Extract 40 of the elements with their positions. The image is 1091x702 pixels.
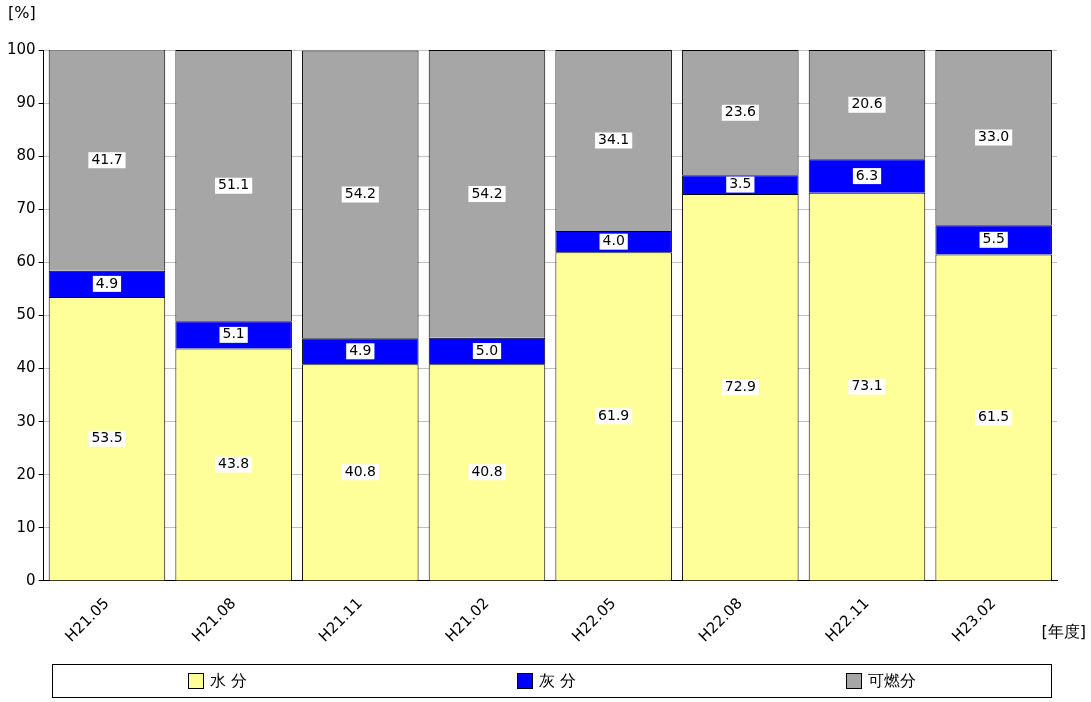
y-tick-label: 90 <box>16 92 36 111</box>
data-label: 40.8 <box>471 463 503 480</box>
data-label: 43.8 <box>218 455 250 472</box>
data-label: 5.1 <box>222 325 245 342</box>
y-tick-label: 30 <box>16 411 36 430</box>
data-label: 4.9 <box>349 341 372 358</box>
data-label: 40.8 <box>344 463 376 480</box>
data-label: 23.6 <box>724 103 756 120</box>
x-axis-title: [年度] <box>1041 622 1086 642</box>
y-tick-label: 10 <box>16 517 36 536</box>
data-label: 61.5 <box>978 408 1010 425</box>
y-tick-label: 80 <box>16 146 36 165</box>
y-axis-title: [%] <box>8 3 36 23</box>
data-label: 3.5 <box>729 175 752 192</box>
data-label: 4.0 <box>602 232 625 249</box>
y-tick-label: 50 <box>16 305 36 324</box>
y-tick-label: 60 <box>16 252 36 271</box>
data-label: 34.1 <box>598 131 630 148</box>
data-label: 72.9 <box>724 377 756 394</box>
data-label: 54.2 <box>344 185 376 202</box>
data-label: 6.3 <box>855 166 879 183</box>
data-label: 53.5 <box>91 429 123 446</box>
y-tick-label: 40 <box>16 358 36 377</box>
data-label: 33.0 <box>978 128 1010 145</box>
data-label: 61.9 <box>598 407 630 423</box>
legend-label: 灰 分 <box>539 670 577 692</box>
y-tick-label: 100 <box>6 39 36 58</box>
data-label: 54.2 <box>471 184 503 201</box>
data-label: 20.6 <box>851 95 883 112</box>
legend-label: 可燃分 <box>868 670 917 692</box>
data-label: 4.9 <box>95 274 119 291</box>
y-tick-label: 20 <box>16 464 36 483</box>
data-label: 5.0 <box>475 341 499 358</box>
y-tick-label: 0 <box>26 570 36 589</box>
data-label: 73.1 <box>851 377 883 394</box>
legend-label: 水 分 <box>209 670 248 692</box>
data-label: 41.7 <box>91 150 123 167</box>
data-label: 51.1 <box>218 176 250 193</box>
data-label: 5.5 <box>982 230 1005 247</box>
y-tick-label: 70 <box>16 199 36 218</box>
